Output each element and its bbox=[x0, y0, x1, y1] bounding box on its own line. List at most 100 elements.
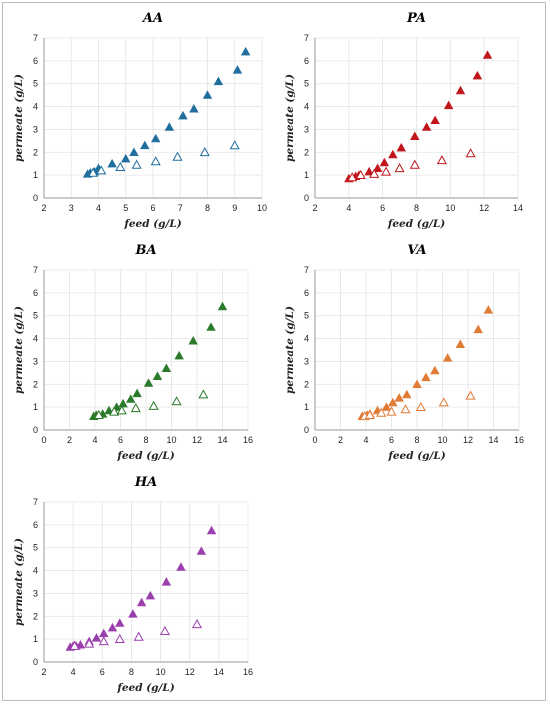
x-tick-label: 4 bbox=[96, 203, 101, 213]
x-tick-label: 4 bbox=[363, 435, 368, 445]
chart-title: HA bbox=[134, 475, 157, 490]
data-point-hollow bbox=[172, 151, 183, 161]
data-point-filled bbox=[482, 50, 493, 59]
data-point-hollow bbox=[465, 148, 476, 158]
y-tick-label: 4 bbox=[33, 334, 38, 344]
y-tick-label: 7 bbox=[33, 33, 38, 43]
data-point-filled bbox=[140, 140, 150, 150]
data-point-hollow bbox=[69, 640, 80, 650]
data-point-filled bbox=[145, 590, 156, 600]
data-point-hollow bbox=[409, 159, 420, 169]
data-point-hollow bbox=[84, 638, 95, 648]
x-tick-label: 4 bbox=[71, 667, 76, 677]
data-point-hollow bbox=[171, 396, 182, 406]
y-tick-label: 1 bbox=[33, 170, 38, 180]
x-tick-label: 10 bbox=[445, 203, 455, 213]
x-tick-label: 6 bbox=[380, 203, 385, 213]
y-axis-label: permeate (g/L) bbox=[284, 74, 296, 162]
chart-title: VA bbox=[407, 243, 426, 258]
data-point-hollow bbox=[159, 625, 170, 636]
data-point-hollow bbox=[381, 166, 392, 176]
data-point-filled bbox=[394, 393, 404, 402]
y-tick-label: 7 bbox=[304, 265, 309, 275]
data-point-filled bbox=[189, 104, 199, 113]
x-tick-label: 7 bbox=[178, 203, 183, 213]
x-tick-label: 12 bbox=[192, 435, 202, 445]
chart-aa: 2 3 4 5 6 7 8 9 10 0 1 2 3 4 5 6 7 AA feed (g/L) permeate (… bbox=[13, 11, 267, 230]
x-tick-label: 12 bbox=[479, 203, 489, 213]
data-point-filled bbox=[396, 142, 406, 152]
x-tick-label: 5 bbox=[123, 203, 128, 213]
chart-title: BA bbox=[134, 243, 156, 258]
data-point-filled bbox=[151, 133, 161, 143]
data-point-hollow bbox=[355, 169, 366, 180]
y-tick-label: 0 bbox=[304, 193, 309, 203]
y-axis-label: permeate (g/L) bbox=[284, 306, 296, 394]
x-tick-label: 14 bbox=[513, 203, 523, 213]
y-tick-label: 1 bbox=[304, 170, 309, 180]
data-point-hollow bbox=[198, 389, 209, 399]
x-tick-label: 6 bbox=[389, 435, 394, 445]
data-point-filled bbox=[75, 640, 86, 649]
y-tick-label: 3 bbox=[33, 124, 38, 134]
data-point-hollow bbox=[369, 168, 380, 178]
data-point-filled bbox=[174, 350, 184, 360]
y-tick-label: 7 bbox=[33, 265, 38, 275]
data-point-filled bbox=[143, 378, 154, 387]
y-tick-label: 6 bbox=[304, 56, 309, 66]
data-point-filled bbox=[118, 398, 128, 408]
data-point-hollow bbox=[191, 619, 203, 629]
x-tick-label: 8 bbox=[414, 435, 419, 445]
y-axis-label: permeate (g/L) bbox=[13, 306, 25, 394]
data-point-filled bbox=[443, 100, 454, 110]
x-axis-label: feed (g/L) bbox=[387, 218, 445, 230]
x-tick-label: 16 bbox=[243, 667, 253, 677]
data-point-hollow bbox=[400, 404, 411, 414]
data-point-hollow bbox=[115, 161, 126, 172]
y-tick-label: 4 bbox=[33, 102, 38, 112]
data-point-filled bbox=[410, 131, 420, 140]
y-tick-label: 3 bbox=[33, 356, 38, 366]
y-tick-label: 2 bbox=[33, 611, 38, 621]
x-tick-label: 8 bbox=[205, 203, 210, 213]
data-point-hollow bbox=[109, 406, 120, 416]
y-tick-label: 1 bbox=[33, 402, 38, 412]
y-axis-label: permeate (g/L) bbox=[13, 74, 25, 162]
x-tick-label: 0 bbox=[312, 435, 317, 445]
data-point-filled bbox=[381, 402, 392, 411]
data-point-filled bbox=[483, 305, 494, 314]
data-point-hollow bbox=[116, 405, 127, 415]
y-tick-label: 6 bbox=[33, 56, 38, 66]
x-tick-label: 9 bbox=[232, 203, 237, 213]
y-tick-label: 2 bbox=[33, 379, 38, 389]
data-point-hollow bbox=[199, 147, 210, 157]
x-tick-label: 4 bbox=[346, 203, 351, 213]
x-tick-label: 10 bbox=[257, 203, 267, 213]
x-tick-label: 2 bbox=[312, 203, 317, 213]
data-point-hollow bbox=[88, 167, 99, 177]
data-point-filled bbox=[161, 363, 172, 372]
data-point-filled bbox=[240, 46, 251, 56]
y-tick-label: 3 bbox=[33, 588, 38, 598]
y-tick-label: 0 bbox=[33, 657, 38, 667]
data-point-filled bbox=[213, 76, 224, 86]
data-point-hollow bbox=[386, 406, 397, 416]
y-tick-label: 6 bbox=[33, 520, 38, 530]
x-tick-label: 16 bbox=[514, 435, 524, 445]
y-tick-label: 6 bbox=[33, 288, 38, 298]
x-tick-label: 8 bbox=[129, 667, 134, 677]
x-tick-label: 6 bbox=[100, 667, 105, 677]
data-point-filled bbox=[132, 388, 142, 398]
data-point-filled bbox=[430, 365, 440, 375]
y-tick-label: 4 bbox=[304, 102, 309, 112]
data-point-filled bbox=[388, 397, 398, 407]
x-tick-label: 3 bbox=[69, 203, 74, 213]
data-point-filled bbox=[164, 122, 175, 131]
data-point-filled bbox=[107, 158, 117, 168]
data-point-hollow bbox=[415, 401, 426, 412]
y-tick-label: 2 bbox=[304, 147, 309, 157]
data-point-filled bbox=[128, 609, 138, 618]
